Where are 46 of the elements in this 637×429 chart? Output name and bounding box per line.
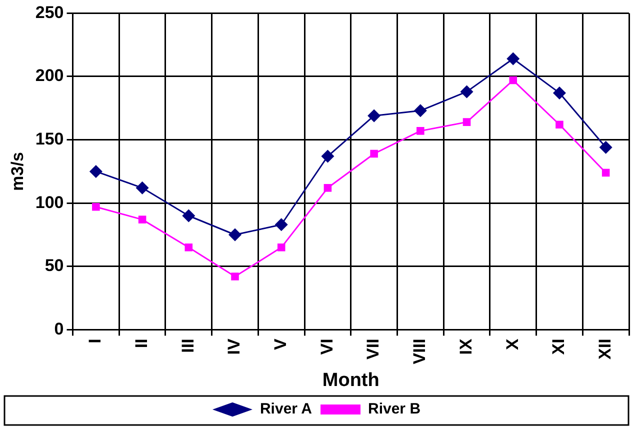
point <box>138 216 146 224</box>
point <box>324 184 332 192</box>
y-tick-label: 200 <box>35 66 64 86</box>
point <box>462 118 471 126</box>
point <box>370 150 378 158</box>
y-tick-label: 50 <box>44 256 64 276</box>
point <box>460 85 474 98</box>
y-tick-label: 250 <box>35 2 64 22</box>
x-tick-label: VIII <box>410 338 430 364</box>
y-tick-label: 150 <box>35 129 64 148</box>
point <box>184 244 193 252</box>
legend-label: River B <box>368 400 421 418</box>
point <box>368 109 381 122</box>
point <box>136 181 149 194</box>
x-tick-label: XI <box>549 338 568 355</box>
x-tick-label: III <box>178 338 198 353</box>
x-axis-title: Month <box>322 370 380 391</box>
point <box>602 168 610 177</box>
point <box>228 228 242 242</box>
point <box>509 76 518 84</box>
point <box>416 127 424 135</box>
x-tick-label: XII <box>596 338 615 360</box>
point <box>92 203 100 211</box>
x-tick-label: V <box>271 338 290 350</box>
point <box>182 209 196 222</box>
point <box>231 272 239 280</box>
point <box>277 244 286 252</box>
legend-label: River A <box>260 400 312 418</box>
point <box>556 120 564 128</box>
point <box>414 104 427 118</box>
x-tick-label: X <box>502 338 522 350</box>
x-tick-label: I <box>86 338 105 344</box>
point <box>506 52 520 66</box>
y-axis-title: m3/s <box>8 152 27 191</box>
x-tick-label: VI <box>317 338 336 355</box>
point <box>89 164 102 178</box>
point <box>599 140 612 154</box>
x-tick-label: VII <box>364 338 383 360</box>
y-tick-label: 100 <box>35 192 64 212</box>
x-tick-label: IX <box>456 338 476 355</box>
point <box>321 150 334 163</box>
x-tick-label: II <box>132 338 151 348</box>
x-tick-label: IV <box>224 338 244 355</box>
point <box>552 86 566 100</box>
y-tick-label: 0 <box>54 319 64 338</box>
point <box>274 218 288 232</box>
